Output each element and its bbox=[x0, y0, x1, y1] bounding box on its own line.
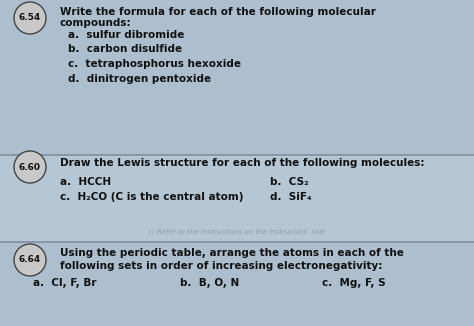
Text: c.  tetraphosphorus hexoxide: c. tetraphosphorus hexoxide bbox=[68, 59, 241, 69]
Circle shape bbox=[14, 151, 46, 183]
Text: compounds:: compounds: bbox=[60, 18, 132, 28]
Text: Draw the Lewis structure for each of the following molecules:: Draw the Lewis structure for each of the… bbox=[60, 158, 425, 168]
Text: d.  dinitrogen pentoxide: d. dinitrogen pentoxide bbox=[68, 73, 211, 83]
Bar bbox=[0, 155, 474, 242]
Text: c.  H₂CO (C is the central atom): c. H₂CO (C is the central atom) bbox=[60, 192, 244, 202]
Text: a.  HCCH: a. HCCH bbox=[60, 177, 111, 187]
Bar bbox=[0, 242, 474, 326]
Text: 6.60: 6.60 bbox=[19, 162, 41, 171]
Text: b.  CS₂: b. CS₂ bbox=[270, 177, 309, 187]
Text: b.  carbon disulfide: b. carbon disulfide bbox=[68, 45, 182, 54]
Circle shape bbox=[14, 2, 46, 34]
Bar bbox=[0, 0, 474, 155]
Text: a.  Cl, F, Br: a. Cl, F, Br bbox=[33, 278, 97, 288]
Text: Using the periodic table, arrange the atoms in each of the: Using the periodic table, arrange the at… bbox=[60, 248, 404, 258]
Text: d.  SiF₄: d. SiF₄ bbox=[270, 192, 311, 202]
Text: a.  sulfur dibromide: a. sulfur dibromide bbox=[68, 30, 184, 40]
Text: c.  Mg, F, S: c. Mg, F, S bbox=[322, 278, 386, 288]
Text: following sets in order of increasing electronegativity:: following sets in order of increasing el… bbox=[60, 261, 383, 271]
Text: c) Refer to the instructions on the instructors’ side: c) Refer to the instructions on the inst… bbox=[148, 228, 326, 235]
Text: 6.54: 6.54 bbox=[19, 13, 41, 22]
Text: 6.64: 6.64 bbox=[19, 256, 41, 264]
Text: Write the formula for each of the following molecular: Write the formula for each of the follow… bbox=[60, 7, 376, 17]
Text: b.  B, O, N: b. B, O, N bbox=[180, 278, 239, 288]
Circle shape bbox=[14, 244, 46, 276]
